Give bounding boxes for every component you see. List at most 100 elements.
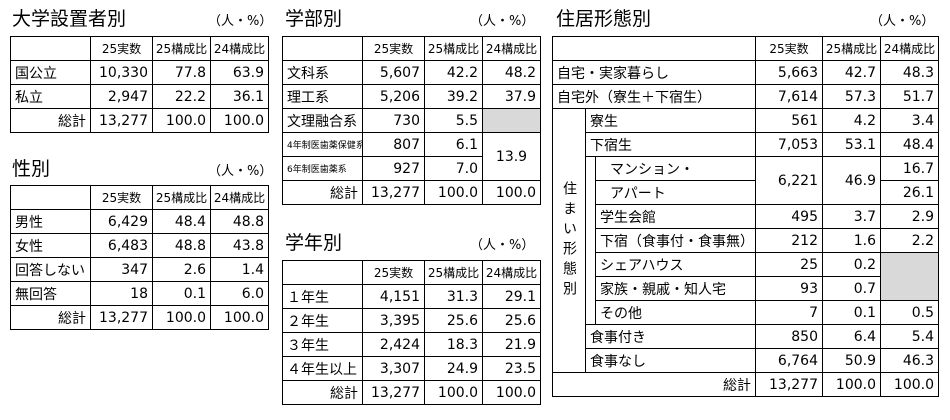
total-r25: 100.0 <box>152 305 211 330</box>
residence-table: 25実数 25構成比 24構成比 自宅・実家暮らし 5,663 42.7 48.… <box>552 36 939 397</box>
row-label: 国公立 <box>10 60 91 85</box>
total-row: 総計 13,277 100.0 100.0 <box>282 180 541 205</box>
row-label: 男性 <box>10 209 91 234</box>
header-v25: 25実数 <box>90 36 153 61</box>
cell-v25: 7,053 <box>755 132 823 157</box>
row-label: ２年生 <box>282 308 363 333</box>
row-label: 私立 <box>10 84 91 109</box>
row-label: 無回答 <box>10 281 91 306</box>
cell-r24-na <box>880 252 939 301</box>
university-unit: （人・%） <box>208 14 273 29</box>
cell-r24: 2.9 <box>880 204 939 229</box>
total-v25: 13,277 <box>90 108 153 133</box>
row-label: 下宿（食事付・食事無） <box>595 228 756 253</box>
cell-v25: 561 <box>755 108 823 133</box>
cell-v25: 5,607 <box>362 60 425 85</box>
row-label: 学生会館 <box>595 204 756 229</box>
cell-r25: 6.4 <box>822 324 881 349</box>
table-row: マンション・ 6,221 46.9 16.7 <box>553 156 939 325</box>
cell-r25: 18.3 <box>424 332 483 357</box>
gender-title: 性別 <box>12 158 51 180</box>
header-v25: 25実数 <box>755 36 823 61</box>
cell-r24: 43.8 <box>210 233 269 258</box>
total-row: 総計 13,277 100.0 100.0 <box>282 380 541 405</box>
cell-r24: 51.7 <box>880 84 939 109</box>
total-label: 総計 <box>10 108 91 133</box>
cell-r25: 6.1 <box>424 132 483 157</box>
cell-v25: 2,424 <box>362 332 425 357</box>
cell-r24: 2.2 <box>880 228 939 253</box>
cell-r25: 31.3 <box>424 284 483 309</box>
header-r25: 25構成比 <box>152 36 211 61</box>
cell-r24: 5.4 <box>880 324 939 349</box>
cell-v25: 93 <box>755 276 823 301</box>
total-r24: 100.0 <box>482 180 541 205</box>
cell-v25: 3,395 <box>362 308 425 333</box>
header-r24: 24構成比 <box>210 36 269 61</box>
university-table: 25実数 25構成比 24構成比 国公立 10,330 77.8 63.9 私立… <box>10 36 269 133</box>
table-row: １年生 4,151 31.3 29.1 <box>282 284 541 309</box>
university-title: 大学設置者別 <box>12 8 127 30</box>
total-row: 総計 13,277 100.0 100.0 <box>10 108 269 133</box>
cell-r24: 16.7 <box>880 156 939 181</box>
row-label: 食事なし <box>585 348 756 373</box>
table-row: その他 7 0.1 0.5 <box>553 300 939 325</box>
cell-v25: 347 <box>90 257 153 282</box>
table-row: 住まい形態別 寮生 561 4.2 3.4 <box>552 108 939 373</box>
table-row: ４年生以上 3,307 24.9 23.5 <box>282 356 541 381</box>
table-row: 女性 6,483 48.8 43.8 <box>10 233 269 258</box>
cell-r25: 48.4 <box>152 209 211 234</box>
cell-r25: 22.2 <box>152 84 211 109</box>
cell-r25: 57.3 <box>822 84 881 109</box>
table-row: 下宿生 7,053 53.1 48.4 <box>553 132 939 157</box>
cell-v25: 6,483 <box>90 233 153 258</box>
table-header-row: 25実数 25構成比 24構成比 <box>10 36 269 61</box>
row-label: 女性 <box>10 233 91 258</box>
residence-title: 住居形態別 <box>556 8 652 30</box>
cell-v25: 927 <box>362 156 425 181</box>
cell-r24: 21.9 <box>482 332 541 357</box>
table-row: ３年生 2,424 18.3 21.9 <box>282 332 541 357</box>
cell-r24: 37.9 <box>482 84 541 109</box>
table-row: 国公立 10,330 77.8 63.9 <box>10 60 269 85</box>
table-row: 下宿（食事付・食事無） 212 1.6 2.2 <box>553 228 939 253</box>
row-label: シェアハウス <box>595 252 756 277</box>
table-row: 回答しない 347 2.6 1.4 <box>10 257 269 282</box>
cell-r25: 48.8 <box>152 233 211 258</box>
cell-r24: 48.4 <box>880 132 939 157</box>
total-r25: 100.0 <box>152 108 211 133</box>
table-row: 文科系 5,607 42.2 48.2 <box>282 60 541 85</box>
cell-r25: 0.2 <box>822 252 881 277</box>
table-header-row: 25実数 25構成比 24構成比 <box>282 36 541 61</box>
cell-r25: 25.6 <box>424 308 483 333</box>
cell-v25: 6,764 <box>755 348 823 373</box>
side-label: 住まい形態別 <box>552 108 586 373</box>
header-r25: 25構成比 <box>152 185 211 210</box>
header-blank <box>552 36 756 61</box>
cell-r25: 0.1 <box>822 300 881 325</box>
total-v25: 13,277 <box>362 380 425 405</box>
row-label: 文理融合系 <box>282 108 363 133</box>
table-row: 食事なし 6,764 50.9 46.3 <box>553 348 939 373</box>
cell-r24: 0.5 <box>880 300 939 325</box>
cell-v25: 730 <box>362 108 425 133</box>
row-label: 4年制医歯薬保健系 <box>282 132 363 157</box>
header-blank <box>282 36 363 61</box>
row-label: 文科系 <box>282 60 363 85</box>
total-r25: 100.0 <box>822 372 881 397</box>
table-row: 6年制医歯薬系 927 7.0 <box>282 156 541 181</box>
row-label: 自宅外（寮生＋下宿生） <box>552 84 756 109</box>
cell-r24: 26.1 <box>880 180 939 205</box>
cell-r24: 36.1 <box>210 84 269 109</box>
row-label: 寮生 <box>585 108 756 133</box>
cell-v25: 6,429 <box>90 209 153 234</box>
table-header-row: 25実数 25構成比 24構成比 <box>552 36 939 61</box>
total-v25: 13,277 <box>90 305 153 330</box>
cell-r25: 39.2 <box>424 84 483 109</box>
total-r24: 100.0 <box>880 372 939 397</box>
total-label: 総計 <box>552 372 756 397</box>
table-row: アパート 26.1 <box>553 180 939 205</box>
cell-r25: 3.7 <box>822 204 881 229</box>
header-v25: 25実数 <box>362 36 425 61</box>
table-row: 無回答 18 0.1 6.0 <box>10 281 269 306</box>
